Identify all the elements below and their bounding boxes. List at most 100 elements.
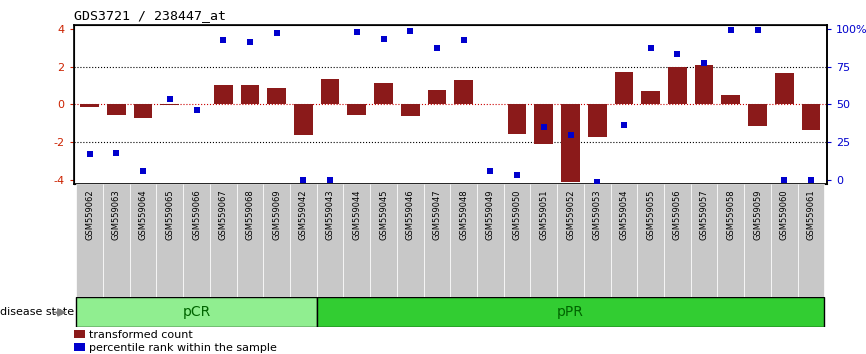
Text: pPR: pPR bbox=[557, 306, 584, 319]
Text: transformed count: transformed count bbox=[88, 330, 192, 340]
Bar bbox=[76, 184, 103, 297]
Bar bbox=[74, 330, 85, 338]
Bar bbox=[584, 184, 611, 297]
Bar bbox=[183, 184, 210, 297]
Bar bbox=[721, 95, 740, 104]
Text: pCR: pCR bbox=[183, 306, 210, 319]
Text: disease state: disease state bbox=[0, 307, 74, 318]
Point bbox=[216, 37, 230, 43]
Bar bbox=[691, 184, 718, 297]
Bar bbox=[455, 80, 473, 104]
Bar bbox=[370, 184, 397, 297]
Text: GSM559069: GSM559069 bbox=[272, 190, 281, 240]
Point bbox=[430, 45, 444, 50]
Point bbox=[243, 39, 257, 45]
Text: GSM559056: GSM559056 bbox=[673, 190, 682, 240]
Text: GSM559047: GSM559047 bbox=[432, 190, 442, 240]
Bar bbox=[718, 184, 744, 297]
Point bbox=[350, 29, 364, 35]
Point bbox=[537, 124, 551, 130]
Bar bbox=[557, 184, 584, 297]
Point bbox=[109, 150, 123, 156]
Point bbox=[724, 28, 738, 33]
Bar bbox=[798, 184, 824, 297]
Text: GSM559062: GSM559062 bbox=[85, 190, 94, 240]
Point bbox=[670, 51, 684, 57]
Text: GSM559042: GSM559042 bbox=[299, 190, 308, 240]
Bar bbox=[664, 184, 691, 297]
Text: GSM559049: GSM559049 bbox=[486, 190, 494, 240]
Point bbox=[190, 107, 204, 113]
Bar bbox=[428, 90, 446, 104]
Bar bbox=[397, 184, 423, 297]
Point bbox=[804, 177, 818, 183]
Bar bbox=[76, 297, 317, 327]
Text: GSM559048: GSM559048 bbox=[459, 190, 469, 240]
Bar bbox=[611, 184, 637, 297]
Point bbox=[136, 168, 150, 174]
Point bbox=[163, 96, 177, 102]
Point bbox=[404, 29, 417, 34]
Bar bbox=[317, 297, 824, 327]
Text: GSM559046: GSM559046 bbox=[406, 190, 415, 240]
Text: GSM559068: GSM559068 bbox=[245, 190, 255, 240]
Bar bbox=[320, 79, 339, 104]
Bar bbox=[507, 104, 527, 134]
Bar bbox=[588, 104, 606, 137]
Text: GSM559050: GSM559050 bbox=[513, 190, 521, 240]
Text: GSM559067: GSM559067 bbox=[219, 190, 228, 240]
Text: GSM559066: GSM559066 bbox=[192, 190, 201, 240]
Bar bbox=[268, 88, 286, 104]
Text: GSM559044: GSM559044 bbox=[352, 190, 361, 240]
Point bbox=[377, 36, 391, 42]
Bar bbox=[290, 184, 317, 297]
Text: percentile rank within the sample: percentile rank within the sample bbox=[88, 343, 276, 353]
Bar bbox=[133, 104, 152, 118]
Text: GSM559063: GSM559063 bbox=[112, 190, 121, 240]
Point bbox=[591, 179, 604, 185]
Bar bbox=[423, 184, 450, 297]
Bar bbox=[615, 72, 633, 104]
Bar bbox=[642, 91, 660, 104]
Bar bbox=[771, 184, 798, 297]
Point bbox=[483, 168, 497, 174]
Bar bbox=[347, 104, 366, 115]
Bar bbox=[74, 343, 85, 351]
Bar bbox=[263, 184, 290, 297]
Bar bbox=[81, 104, 99, 107]
Text: GSM559045: GSM559045 bbox=[379, 190, 388, 240]
Point bbox=[296, 177, 310, 183]
Point bbox=[564, 132, 578, 138]
Text: GSM559057: GSM559057 bbox=[700, 190, 708, 240]
Point bbox=[617, 122, 631, 128]
Bar bbox=[130, 184, 157, 297]
Bar bbox=[802, 104, 820, 130]
Bar bbox=[157, 184, 183, 297]
Point bbox=[456, 37, 470, 43]
Bar bbox=[504, 184, 531, 297]
Text: GSM559058: GSM559058 bbox=[727, 190, 735, 240]
Text: GSM559053: GSM559053 bbox=[592, 190, 602, 240]
Text: GSM559055: GSM559055 bbox=[646, 190, 656, 240]
Bar bbox=[160, 104, 179, 105]
Text: GSM559061: GSM559061 bbox=[806, 190, 816, 240]
Bar bbox=[775, 73, 793, 104]
Bar bbox=[637, 184, 664, 297]
Point bbox=[778, 177, 792, 183]
Bar bbox=[374, 82, 393, 104]
Text: GSM559065: GSM559065 bbox=[165, 190, 174, 240]
Bar bbox=[107, 104, 126, 115]
Point bbox=[643, 45, 657, 50]
Bar bbox=[317, 184, 344, 297]
Bar bbox=[668, 68, 687, 104]
Bar bbox=[744, 184, 771, 297]
Text: GSM559052: GSM559052 bbox=[566, 190, 575, 240]
Point bbox=[697, 60, 711, 65]
Text: GSM559043: GSM559043 bbox=[326, 190, 334, 240]
Text: GDS3721 / 238447_at: GDS3721 / 238447_at bbox=[74, 9, 226, 22]
Text: GSM559060: GSM559060 bbox=[779, 190, 789, 240]
Bar bbox=[531, 184, 557, 297]
Text: GSM559064: GSM559064 bbox=[139, 190, 147, 240]
Point bbox=[269, 30, 283, 36]
Point bbox=[83, 151, 97, 156]
